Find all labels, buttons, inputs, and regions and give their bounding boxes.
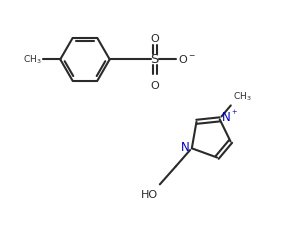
Text: N: N bbox=[181, 141, 190, 154]
Text: O$^-$: O$^-$ bbox=[178, 53, 196, 65]
Text: O: O bbox=[150, 34, 159, 44]
Text: O: O bbox=[150, 81, 159, 91]
Text: N: N bbox=[222, 111, 231, 124]
Text: CH$_3$: CH$_3$ bbox=[233, 91, 251, 103]
Text: $^+$: $^+$ bbox=[230, 109, 239, 119]
Text: HO: HO bbox=[141, 190, 158, 200]
Text: S: S bbox=[151, 53, 159, 66]
Text: CH$_3$: CH$_3$ bbox=[23, 53, 41, 66]
